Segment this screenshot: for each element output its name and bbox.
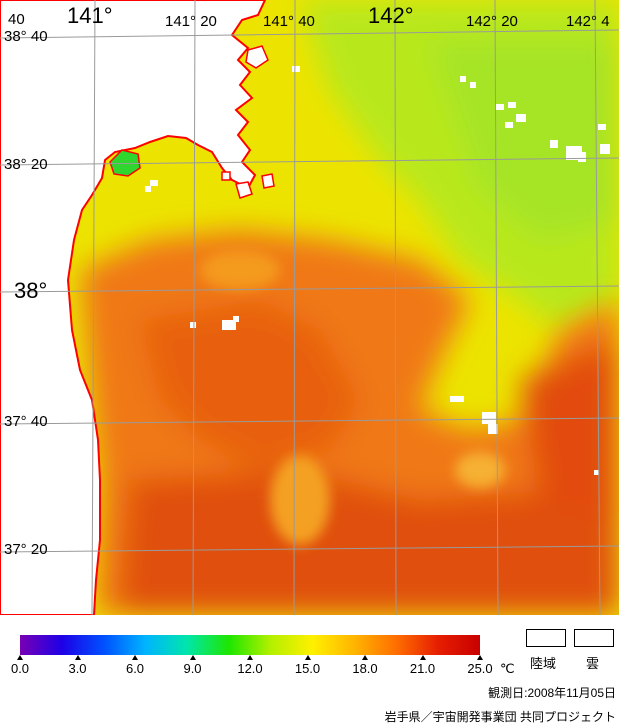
colorbar-tick-mark bbox=[304, 655, 311, 660]
colorbar-tick-mark bbox=[132, 655, 138, 660]
colorbar-tick-label: 0.0 bbox=[10, 661, 30, 676]
land-legend-swatch bbox=[526, 629, 566, 647]
lat-label-38-20: 38° 20 bbox=[4, 156, 48, 173]
lon-label-142-40: 142° 4 bbox=[566, 13, 610, 30]
colorbar-tick-label: 18.0 bbox=[352, 661, 378, 676]
temperature-colorbar bbox=[20, 635, 480, 655]
colorbar-tick-mark bbox=[189, 655, 196, 660]
sea-surface-temperature-map bbox=[0, 0, 619, 615]
lat-label-38-40: 38° 40 bbox=[4, 28, 48, 45]
cloud-legend-swatch bbox=[574, 629, 614, 647]
colorbar-tick-mark bbox=[74, 655, 81, 660]
cloud-pixels bbox=[145, 66, 610, 475]
colorbar-tick-mark bbox=[362, 655, 368, 660]
warm-water-region bbox=[80, 230, 619, 615]
colorbar-tick-label: 12.0 bbox=[237, 661, 263, 676]
colorbar-tick-mark bbox=[477, 655, 483, 660]
colorbar-tick-label: 15.0 bbox=[294, 661, 321, 676]
colorbar-tick-label: 25.0 bbox=[467, 661, 493, 676]
colorbar-tick-label: 3.0 bbox=[68, 661, 87, 676]
lat-label-38: 38° bbox=[14, 278, 48, 303]
observation-date: 観測日:2008年11月05日 bbox=[488, 686, 616, 700]
lat-label-37-40: 37° 40 bbox=[4, 413, 48, 430]
bay-inlet bbox=[109, 149, 141, 177]
lon-label-141-40: 141° 40 bbox=[263, 13, 315, 30]
land-legend-label: 陸域 bbox=[530, 656, 557, 671]
cloud-legend-label: 雲 bbox=[586, 656, 600, 671]
corner-lon-label: 40 bbox=[8, 11, 25, 28]
colorbar-tick-label: 21.0 bbox=[409, 661, 436, 676]
colorbar-unit: ℃ bbox=[500, 661, 515, 676]
colorbar-tick-mark bbox=[247, 655, 253, 660]
lon-label-142-20: 142° 20 bbox=[466, 13, 518, 30]
credit-line: 岩手県／宇宙開発事業団 共同プロジェクト bbox=[384, 710, 616, 724]
warm-eddy-highlights bbox=[200, 250, 505, 545]
colorbar-tick-label: 9.0 bbox=[183, 661, 202, 676]
lon-label-141: 141° bbox=[67, 3, 113, 28]
colorbar-tick-mark bbox=[17, 655, 23, 660]
graticule bbox=[0, 0, 619, 615]
lon-label-142: 142° bbox=[368, 3, 414, 28]
colorbar-tick-mark bbox=[419, 655, 426, 660]
lat-label-37-20: 37° 20 bbox=[4, 541, 48, 558]
islands bbox=[221, 45, 275, 199]
cool-water-region bbox=[300, 0, 619, 330]
lon-label-141-20: 141° 20 bbox=[165, 13, 217, 30]
colorbar-tick-label: 6.0 bbox=[125, 661, 145, 676]
